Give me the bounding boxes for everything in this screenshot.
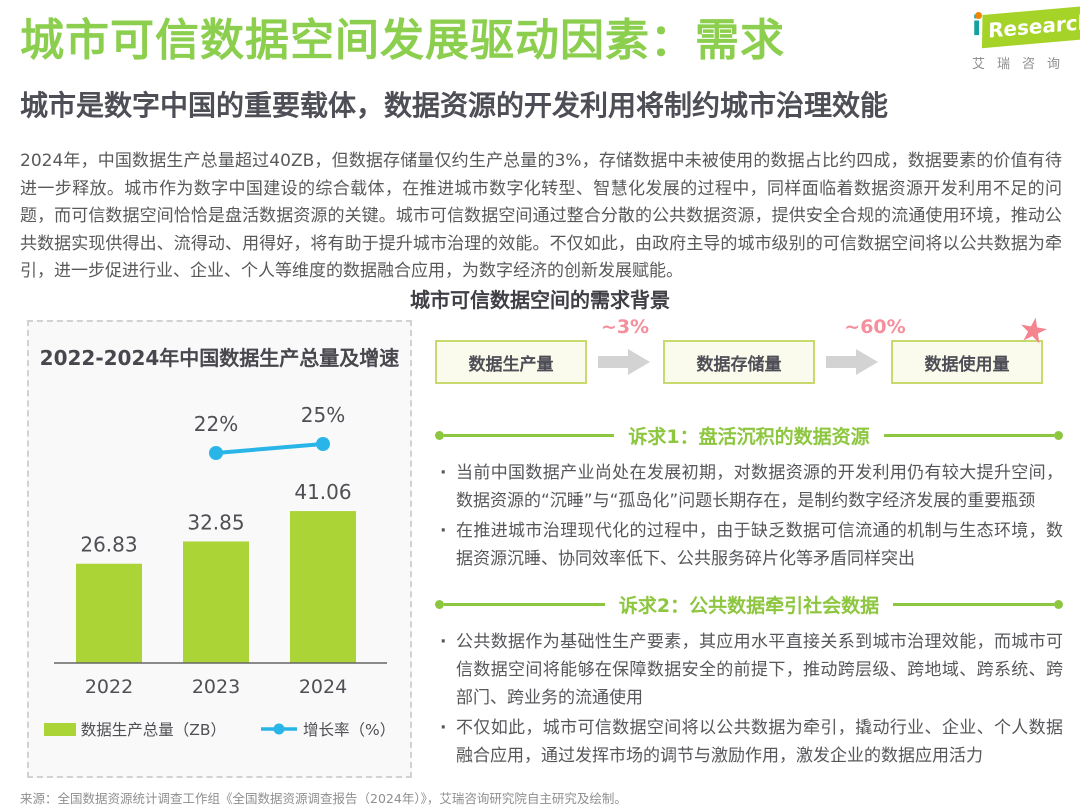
chart-title: 2022-2024年中国数据生产总量及增速 [39,346,400,370]
demand1-bullets: 当前中国数据产业尚处在发展初期，对数据资源的开发利用仍有较大提升空间，数据资源的… [435,459,1063,573]
arrow-right-icon [598,349,650,375]
bar-value-label: 26.83 [80,533,137,557]
bar-line-chart: 26.83 32.85 41.06 2022 2023 2024 22% 25% [54,403,387,698]
x-tick-label: 2022 [85,676,133,698]
growth-line [215,442,324,455]
bar-value-label: 41.06 [294,480,351,504]
line-swatch-icon [261,723,298,735]
dot-icon [435,600,444,609]
dot-icon [1054,600,1064,609]
bullet-item: 在推进城市治理现代化的过程中，由于缺乏数据可信流通的机制与生态环境，数据资源沉睡… [435,517,1063,573]
bullet-item: 不仅如此，城市可信数据空间将以公共数据为牵引，撬动行业、企业、个人数据融合应用，… [435,714,1063,770]
demand2-bullets: 公共数据作为基础性生产要素，其应用水平直接关系到城市治理效能，而城市可信数据空间… [435,628,1063,770]
divider-line [883,434,1055,437]
demand1-header: 诉求1：盘活沉积的数据资源 [435,422,1064,449]
star-icon: ★ [1014,308,1052,354]
legend-item-line: 增长率（%） [260,718,395,740]
source-note: 来源：全国数据资源统计调查工作组《全国数据资源调查报告（2024年）》，艾瑞咨询… [20,791,627,806]
growth-point-label: 25% [301,403,345,427]
flow-box-storage: 数据存储量 [663,340,815,384]
logo-i-glyph: i [972,11,982,42]
bullet-item: 公共数据作为基础性生产要素，其应用水平直接关系到城市治理效能，而城市可信数据空间… [435,628,1063,712]
bar-2023 [183,541,249,663]
logo-wordmark: Research [982,4,1080,49]
legend-label: 数据生产总量（ZB） [80,721,227,739]
legend-label: 增长率（%） [303,721,396,739]
iresearch-logo: i Research 艾瑞咨询 [972,4,1080,72]
x-tick-label: 2024 [299,676,347,698]
divider-line [893,603,1055,606]
growth-point [209,446,223,460]
bar-2022 [76,563,142,663]
intro-paragraph: 2024年，中国数据生产总量超过40ZB，但数据存储量仅约生产总量的3%，存储数… [20,151,1062,281]
dot-icon [1054,431,1064,440]
dot-icon [435,431,444,440]
page-title: 城市可信数据空间发展驱动因素：需求 [20,15,785,66]
demand1-title: 诉求1：盘活沉积的数据资源 [628,426,870,448]
demand2-title: 诉求2：公共数据牵引社会数据 [618,595,880,617]
bar-swatch-icon [43,722,76,736]
growth-point-label: 22% [194,412,238,436]
chart-panel: 2022-2024年中国数据生产总量及增速 26.83 32.85 41.06 202… [27,320,412,778]
page-subtitle: 城市是数字中国的重要载体，数据资源的开发利用将制约城市治理效能 [20,89,889,122]
logo-chinese-name: 艾瑞咨询 [972,57,1073,72]
divider-line [444,434,615,437]
bar-2024 [290,511,356,663]
legend-item-bar: 数据生产总量（ZB） [43,718,227,740]
arrow-right-icon [826,349,878,375]
flow-box-usage: 数据使用量 [891,340,1043,384]
growth-point [316,437,330,451]
flow-pct-usage: ~60% [844,316,906,338]
x-tick-label: 2023 [192,676,240,698]
demand2-header: 诉求2：公共数据牵引社会数据 [435,591,1064,618]
flow-pct-storage: ~3% [600,316,650,338]
logo-i-dot-icon [975,12,982,19]
bullet-item: 当前中国数据产业尚处在发展初期，对数据资源的开发利用仍有较大提升空间，数据资源的… [435,459,1063,515]
divider-line [444,603,605,606]
data-flow-diagram: 数据生产量 数据存储量 数据使用量 ~3% ~60% ★ [435,309,1063,392]
section-heading: 城市可信数据空间的需求背景 [410,288,670,312]
flow-box-production: 数据生产量 [435,340,587,384]
chart-legend: 数据生产总量（ZB） 增长率（%） [29,718,410,740]
right-column: 数据生产量 数据存储量 数据使用量 ~3% ~60% ★ 诉求1：盘活沉积的数据… [435,309,1064,772]
bar-value-label: 32.85 [187,510,244,534]
